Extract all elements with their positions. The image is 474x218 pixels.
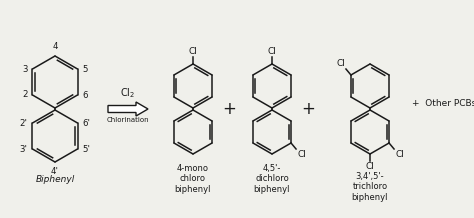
Text: 4,5'-
dichloro
biphenyl: 4,5'- dichloro biphenyl bbox=[254, 164, 290, 194]
Text: 2': 2' bbox=[19, 119, 27, 128]
Text: 5': 5' bbox=[82, 145, 91, 153]
Text: Cl: Cl bbox=[395, 150, 404, 159]
Text: +  Other PCBs: + Other PCBs bbox=[412, 99, 474, 109]
Text: 2: 2 bbox=[22, 90, 27, 99]
Text: 4-mono
chloro
biphenyl: 4-mono chloro biphenyl bbox=[175, 164, 211, 194]
Polygon shape bbox=[108, 102, 148, 116]
Text: 4': 4' bbox=[51, 167, 59, 176]
Text: Biphenyl: Biphenyl bbox=[36, 175, 74, 184]
Text: Cl$_2$: Cl$_2$ bbox=[120, 86, 136, 100]
Text: Chlorination: Chlorination bbox=[107, 117, 149, 123]
Text: 6': 6' bbox=[82, 119, 91, 128]
Text: 3,4',5'-
trichloro
biphenyl: 3,4',5'- trichloro biphenyl bbox=[352, 172, 388, 202]
Text: Cl: Cl bbox=[336, 59, 345, 68]
Text: +: + bbox=[301, 100, 315, 118]
Text: Cl: Cl bbox=[267, 47, 276, 56]
Text: Cl: Cl bbox=[189, 47, 198, 56]
Text: 5: 5 bbox=[82, 65, 88, 73]
Text: Cl: Cl bbox=[365, 162, 374, 171]
Text: 4: 4 bbox=[52, 42, 58, 51]
Text: +: + bbox=[222, 100, 236, 118]
Text: 3': 3' bbox=[19, 145, 27, 153]
Text: Cl: Cl bbox=[297, 150, 306, 159]
Text: 3: 3 bbox=[22, 65, 27, 73]
Text: 6: 6 bbox=[82, 90, 88, 99]
